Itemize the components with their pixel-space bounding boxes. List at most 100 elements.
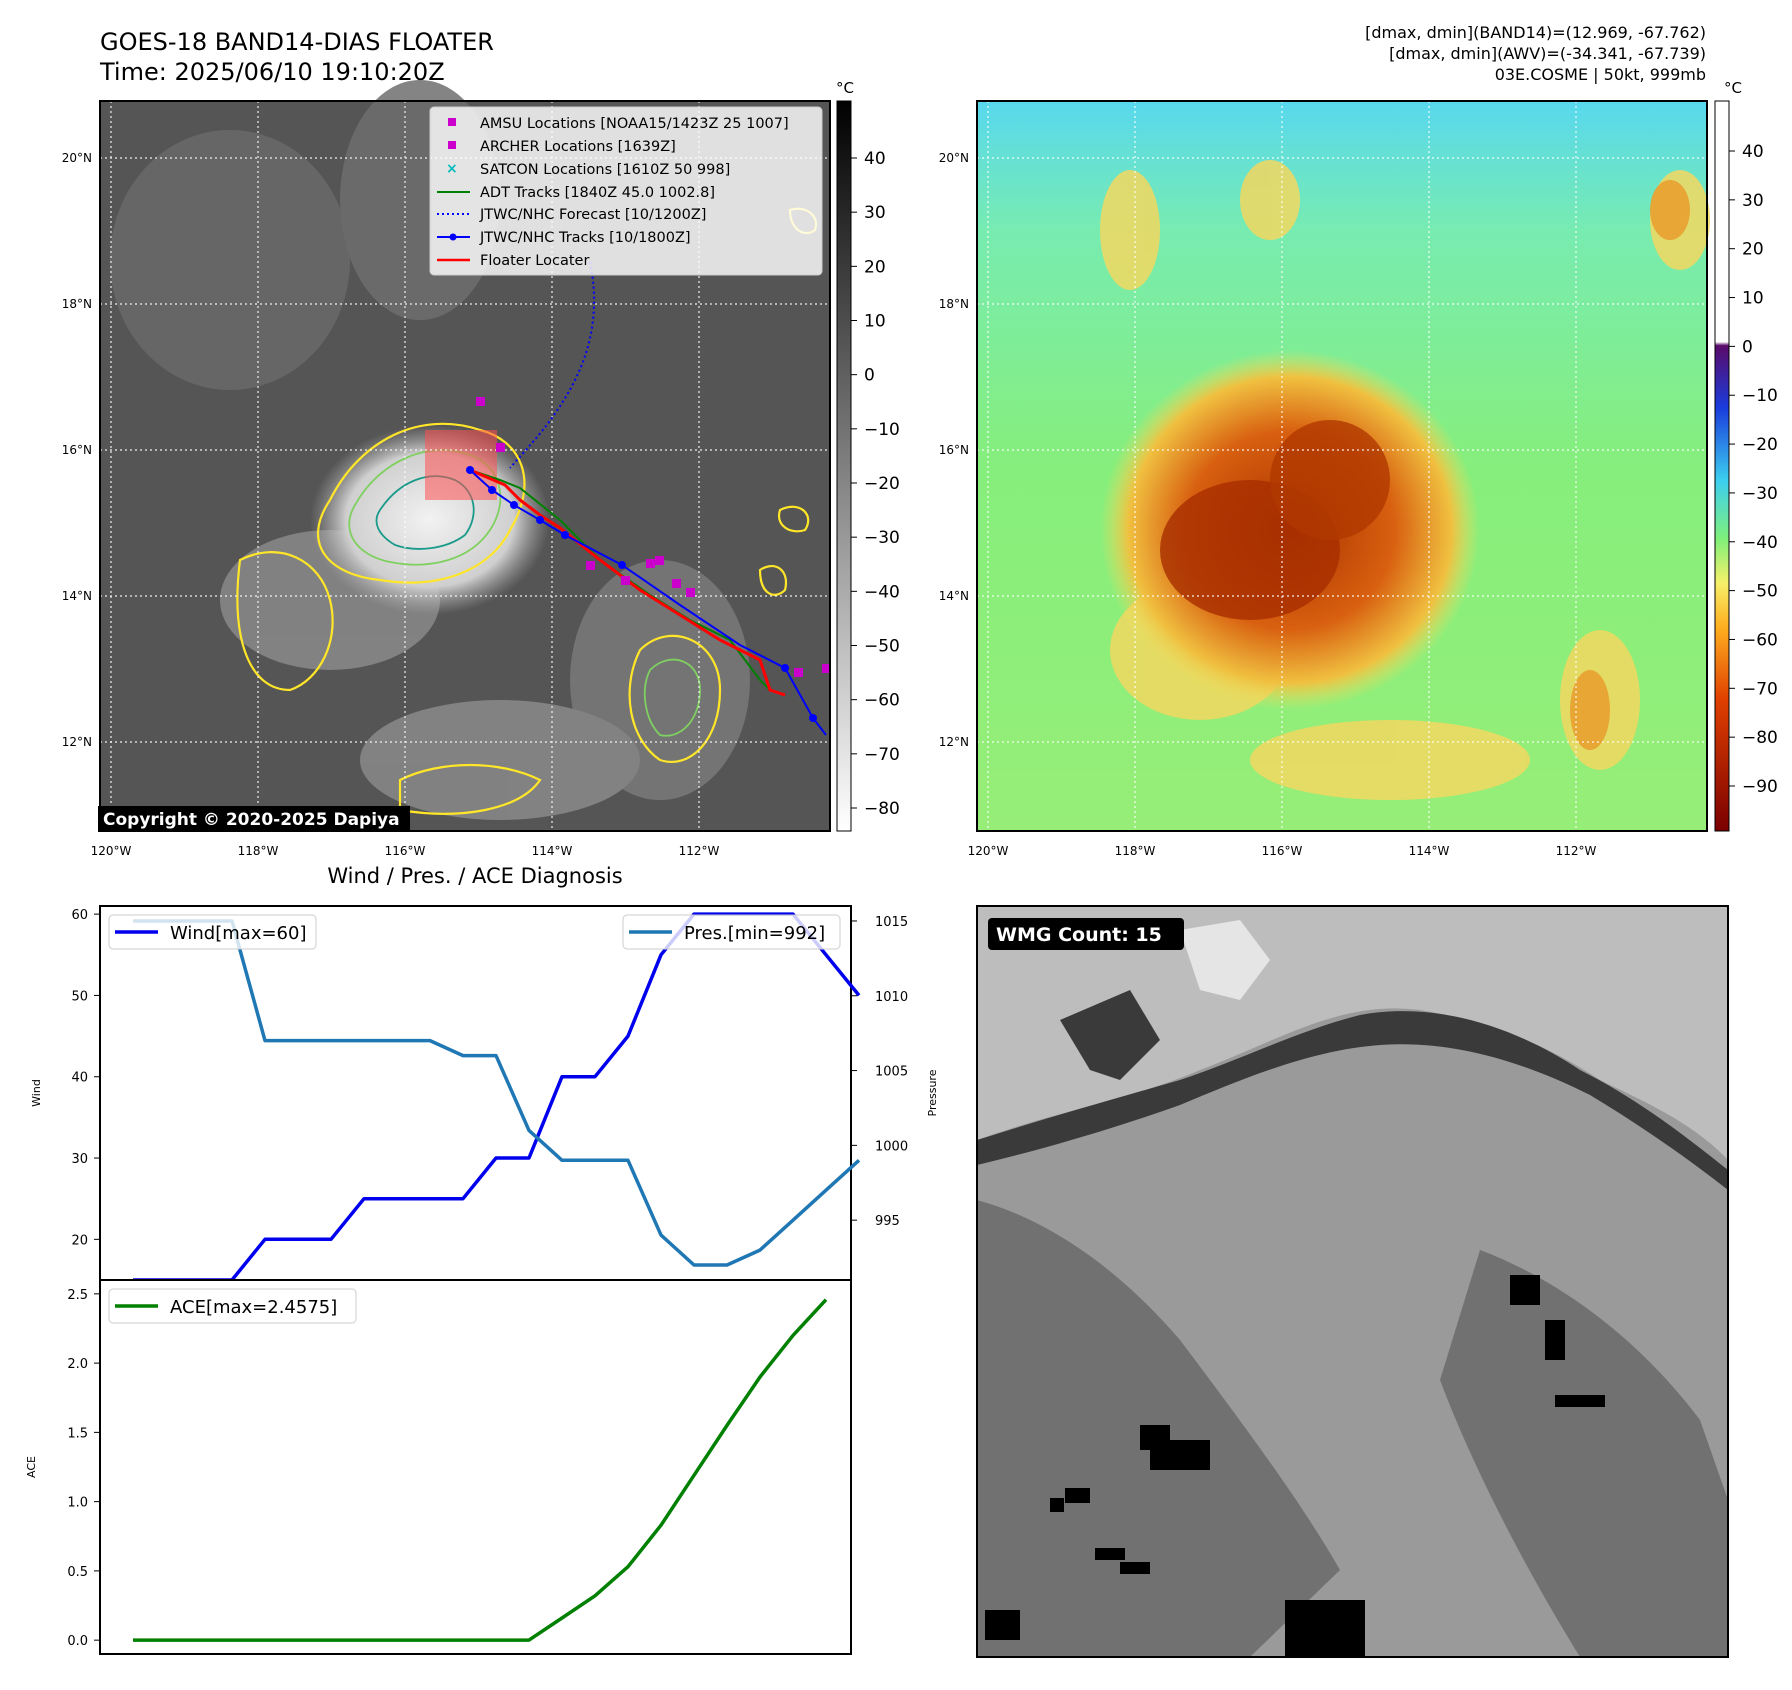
ir-colorbar-tick-label: −30	[864, 528, 900, 548]
lat-tick-label: 12°N	[62, 735, 92, 749]
pressure-axis-tick-label: 1010	[875, 990, 908, 1005]
copyright-badge: Copyright © 2020-2025 Dapiya	[98, 806, 410, 832]
wind-pressure-chart: Wind Pressure 20 30 40 50 60 995 1000 1005 1010…	[30, 905, 939, 1282]
lat-tick-label: 16°N	[62, 443, 92, 457]
pressure-axis-tick-label: 1005	[875, 1065, 908, 1080]
wind-axis-tick-label: 40	[71, 1071, 88, 1086]
ace-legend: ACE[max=2.4575]	[108, 1288, 357, 1324]
forecast-track-line	[509, 261, 596, 469]
dias-colorbar-tick-label: −50	[1742, 582, 1778, 602]
pressure-axis-tick-label: 1015	[875, 915, 908, 930]
wind-axis-tick-label: 20	[71, 1233, 88, 1248]
dias-colorbar-tick-label: 10	[1742, 289, 1764, 309]
ace-axis-tick-label: 0.0	[67, 1634, 88, 1649]
ace-axis-tick-label: 2.5	[67, 1288, 88, 1303]
wmg-panel: WMG Count: 15	[976, 905, 1729, 1658]
ir-colorbar-tick-label: −40	[864, 582, 900, 602]
legend-floater-label: Floater Locater	[480, 253, 589, 269]
lat-tick-label: 18°N	[62, 297, 92, 311]
ace-chart: ACE 0.0 0.5 1.0 1.5 2.0 2.5 ACE[max=2.4575]	[25, 1279, 852, 1655]
dias-colorbar-tick-label: −60	[1742, 630, 1778, 650]
ace-axis-label: ACE	[25, 1456, 38, 1478]
ace-axis-tick-label: 2.0	[67, 1357, 88, 1372]
dias-colorbar-tick-label: −20	[1742, 435, 1778, 455]
wind-legend: Wind[max=60]	[108, 914, 317, 950]
lon-tick-label: 120°W	[91, 844, 132, 858]
lon-tick-label: 118°W	[238, 844, 279, 858]
legend-amsu-label: AMSU Locations [NOAA15/1423Z 25 1007]	[480, 116, 789, 132]
wind-legend-label: Wind[max=60]	[170, 923, 307, 944]
lat-tick-label: 20°N	[939, 151, 969, 165]
dias-colorbar-tick-label: 30	[1742, 191, 1764, 211]
lat-tick-label: 20°N	[62, 151, 92, 165]
pressure-legend: Pres.[min=992]	[622, 914, 841, 950]
dias-colorbar-tick-label: −70	[1742, 679, 1778, 699]
lat-tick-label: 18°N	[939, 297, 969, 311]
ace-series-line	[133, 1298, 828, 1642]
ir-colorbar-tick-label: 10	[864, 312, 886, 332]
legend-archer-marker	[448, 141, 456, 149]
lat-tick-label: 16°N	[939, 443, 969, 457]
ir-colorbar-tick-label: 40	[864, 149, 886, 169]
dias-colorbar-tick-label: −40	[1742, 533, 1778, 553]
ace-axis-tick-label: 1.0	[67, 1496, 88, 1511]
dias-map-panel	[976, 100, 1710, 832]
wind-axis-tick-label: 30	[71, 1152, 88, 1167]
ir-colorbar-tick-label: −80	[864, 799, 900, 819]
legend-satcon-marker: ×	[446, 161, 458, 177]
legend-archer-label: ARCHER Locations [1639Z]	[480, 139, 676, 155]
lon-tick-label: 114°W	[1409, 844, 1450, 858]
ir-colorbar-unit: °C	[836, 79, 854, 97]
wind-axis-tick-label: 60	[71, 908, 88, 923]
ace-axis-tick-label: 1.5	[67, 1426, 88, 1441]
dias-colorbar-tick-label: −90	[1742, 777, 1778, 797]
legend-adt-label: ADT Tracks [1840Z 45.0 1002.8]	[480, 185, 715, 201]
lat-tick-label: 12°N	[939, 735, 969, 749]
ir-colorbar-tick-label: −70	[864, 745, 900, 765]
dias-colorbar-tick-label: 0	[1742, 337, 1753, 357]
copyright-text: Copyright © 2020-2025 Dapiya	[103, 810, 400, 830]
dias-colorbar-tick-label: 20	[1742, 240, 1764, 260]
wind-series-line	[133, 912, 861, 1282]
ir-colorbar-tick-label: −10	[864, 420, 900, 440]
lon-tick-label: 116°W	[385, 844, 426, 858]
dias-colorbar-tick-label: −30	[1742, 484, 1778, 504]
pressure-series-line	[133, 919, 861, 1267]
legend-track-dot	[449, 233, 457, 241]
map-tick-labels: 120°W 118°W 116°W 114°W 112°W 20°N 18°N 16°N 14°…	[62, 151, 1597, 858]
ir-colorbar-tick-label: −50	[864, 637, 900, 657]
wmg-count-label: WMG Count: 15	[996, 924, 1162, 946]
dias-colorbar-tick-label: 40	[1742, 142, 1764, 162]
storm-info: 03E.COSME | 50kt, 999mb	[1495, 65, 1706, 84]
legend-satcon-label: SATCON Locations [1610Z 50 998]	[480, 162, 730, 178]
ir-colorbar-tick-label: 30	[864, 203, 886, 223]
pressure-axis-label: Pressure	[926, 1069, 939, 1116]
lon-tick-label: 118°W	[1115, 844, 1156, 858]
ace-legend-label: ACE[max=2.4575]	[170, 1297, 337, 1318]
wind-axis-label: Wind	[30, 1079, 43, 1107]
pressure-axis-tick-label: 1000	[875, 1139, 908, 1154]
legend-forecast-label: JTWC/NHC Forecast [10/1200Z]	[479, 207, 706, 223]
dias-colorbar-tick-label: −80	[1742, 728, 1778, 748]
ir-colorbar-tick-label: 0	[864, 366, 875, 386]
pressure-legend-label: Pres.[min=992]	[684, 923, 825, 944]
floater-track-line	[469, 468, 786, 697]
wmg-count-badge	[988, 918, 1184, 950]
pressure-axis-tick-label: 995	[875, 1214, 900, 1229]
figure-time: Time: 2025/06/10 19:10:20Z	[99, 58, 445, 86]
ir-colorbar-tick-label: −60	[864, 691, 900, 711]
ir-colorbar-tick-label: −20	[864, 474, 900, 494]
ir-colorbar: °C 40 30 20 10 0 −10 −20 −30 −40 −50 −60 −70 −80	[836, 79, 900, 832]
wind-axis-tick-label: 50	[71, 989, 88, 1004]
legend-amsu-marker	[448, 118, 456, 126]
diagnosis-title: Wind / Pres. / ACE Diagnosis	[327, 864, 622, 888]
lon-tick-label: 112°W	[679, 844, 720, 858]
lat-tick-label: 14°N	[939, 589, 969, 603]
lon-tick-label: 112°W	[1556, 844, 1597, 858]
map-legend: AMSU Locations [NOAA15/1423Z 25 1007] AR…	[429, 106, 823, 276]
lon-tick-label: 114°W	[532, 844, 573, 858]
dias-colorbar-tick-label: −10	[1742, 386, 1778, 406]
figure-title: GOES-18 BAND14-DIAS FLOATER	[100, 28, 494, 56]
lat-tick-label: 14°N	[62, 589, 92, 603]
